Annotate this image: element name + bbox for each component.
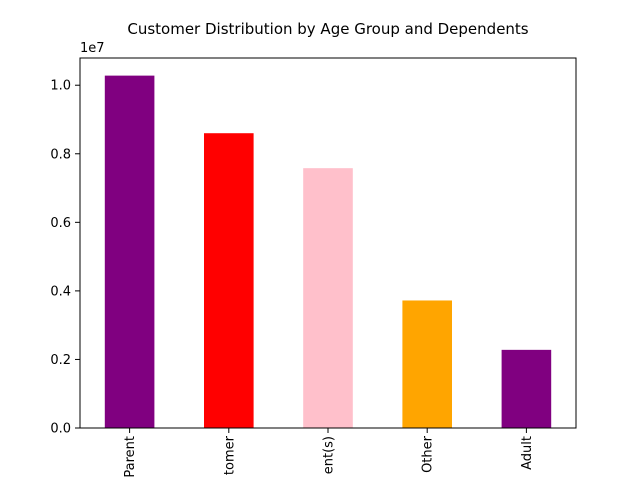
y-tick-label: 1.0: [50, 79, 71, 94]
y-tick-label: 0.2: [50, 353, 71, 368]
y-axis-offset-label: 1e7: [80, 41, 105, 56]
bar-4: [402, 300, 452, 428]
bar-1: [104, 75, 155, 429]
x-tick-label: Adult: [520, 436, 535, 470]
x-axis: Parent tomer ent(s) Other Adult: [123, 428, 535, 478]
chart-title: Customer Distribution by Age Group and D…: [127, 20, 528, 38]
y-tick-label: 0.0: [50, 422, 71, 437]
y-tick-label: 0.4: [50, 284, 71, 299]
bar-5: [501, 349, 552, 428]
plot-frame: [79, 57, 577, 429]
bars: [104, 75, 552, 429]
y-tick-label: 0.6: [50, 216, 71, 231]
y-axis: 0.0 0.2 0.4 0.6 0.8 1.0: [50, 79, 80, 437]
x-tick-label: Parent: [123, 436, 138, 478]
y-tick-label: 0.8: [50, 147, 71, 162]
x-tick-label: ent(s): [322, 436, 337, 474]
bar-2: [204, 133, 254, 428]
x-tick-label: tomer: [222, 435, 237, 475]
x-tick-label: Other: [421, 435, 436, 473]
bar-3: [303, 168, 353, 429]
